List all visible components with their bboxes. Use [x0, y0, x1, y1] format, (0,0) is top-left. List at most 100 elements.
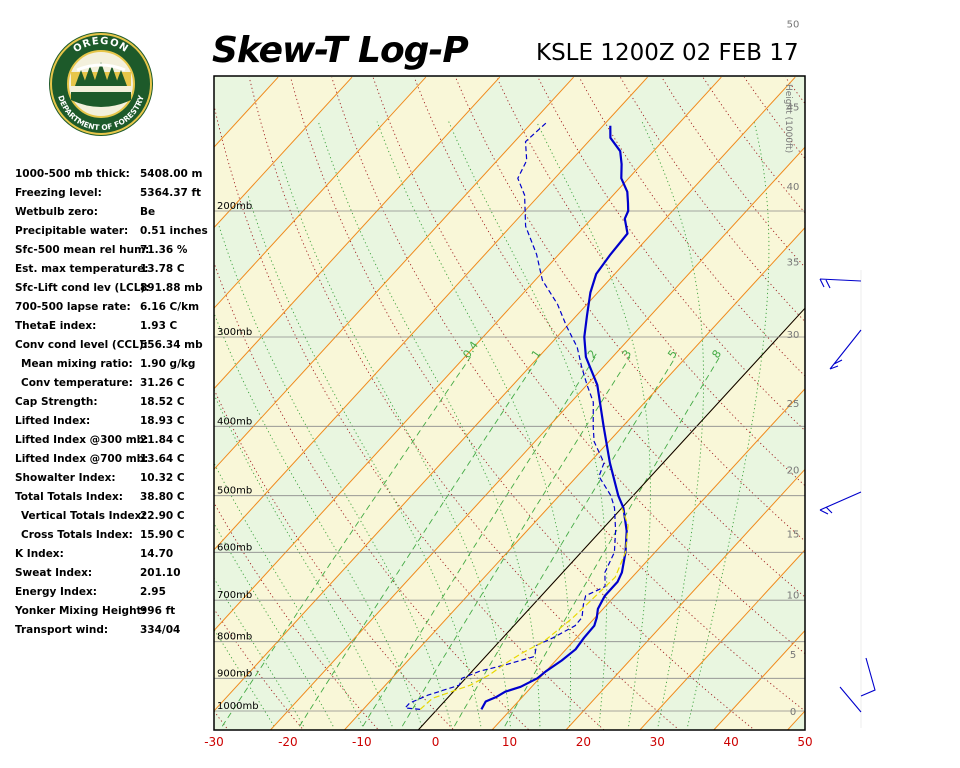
index-label: Est. max temperature:	[15, 263, 149, 275]
height-tick-label: 30	[787, 330, 800, 341]
isotherm	[0, 77, 204, 740]
index-label: Precipitable water:	[15, 225, 129, 237]
index-value: 14.70	[140, 548, 174, 560]
index-value: 996 ft	[140, 605, 176, 617]
isotherm	[214, 76, 501, 390]
pressure-label: 600mb	[217, 542, 252, 553]
dry-adiabat	[0, 77, 161, 740]
pressure-label: 900mb	[217, 668, 252, 679]
isotherm-band	[0, 77, 204, 740]
x-tick-label: -20	[278, 735, 298, 749]
index-label: Vertical Totals Index:	[21, 510, 146, 522]
x-tick-label: -30	[204, 735, 224, 749]
wind-barb	[829, 329, 862, 370]
index-label: Total Totals Index:	[15, 491, 123, 503]
height-tick-label: 20	[787, 466, 800, 477]
chart-gridlines	[0, 76, 960, 740]
mixing-ratio-line	[504, 356, 720, 727]
height-tick-label: 50	[787, 19, 800, 30]
series-temperature-line	[480, 125, 630, 710]
dry-adiabat	[290, 77, 756, 730]
pressure-label: 200mb	[217, 201, 252, 212]
oregon-department-of-forestry-logo: OREGON DEPARTMENT OF FORESTRY	[49, 32, 153, 136]
index-label: Showalter Index:	[15, 472, 116, 484]
index-value: 2.95	[140, 586, 166, 598]
pressure-label: 500mb	[217, 486, 252, 497]
pressure-label: 400mb	[217, 416, 252, 427]
height-tick-label: 10	[787, 591, 800, 602]
index-value: 1.90 g/kg	[140, 358, 196, 370]
wind-barb	[819, 278, 862, 289]
index-value: 18.52 C	[140, 396, 185, 408]
index-label: Lifted Index:	[15, 415, 91, 427]
index-value: 38.80 C	[140, 491, 185, 503]
moist-adiabat	[214, 311, 423, 727]
moist-adiabat	[214, 628, 275, 727]
isotherm-band	[0, 77, 56, 740]
height-tick-label: 25	[787, 399, 800, 410]
isotherm	[214, 76, 353, 229]
moist-adiabat	[214, 577, 304, 727]
index-value: Be	[140, 206, 156, 218]
mixing-ratio-line	[454, 356, 676, 727]
height-tick-label: 15	[787, 529, 800, 540]
plot-frame	[213, 75, 806, 731]
isotherm	[0, 77, 130, 740]
x-tick-label: 10	[502, 735, 517, 749]
index-value: 6.16 C/km	[140, 301, 200, 313]
index-label: Cross Totals Index:	[21, 529, 133, 541]
mixing-ratio-line	[401, 356, 631, 727]
x-tick-label: 30	[650, 735, 665, 749]
index-value: 31.26 C	[140, 377, 185, 389]
wind-profile	[819, 270, 876, 728]
index-value: 13.64 C	[140, 453, 185, 465]
isotherm	[214, 76, 648, 551]
dry-adiabat	[496, 77, 805, 487]
x-tick-label: 20	[576, 735, 591, 749]
dry-adiabat	[785, 76, 805, 105]
dry-adiabat	[827, 77, 960, 740]
index-label: Energy Index:	[15, 586, 97, 598]
index-label: Mean mixing ratio:	[21, 358, 133, 370]
index-label: Sweat Index:	[15, 567, 93, 579]
dry-adiabat	[331, 77, 805, 712]
mixing-ratio-line	[299, 356, 540, 727]
isotherm	[491, 387, 805, 730]
index-value: 15.90 C	[140, 529, 185, 541]
moist-adiabat	[218, 226, 452, 727]
moist-adiabat	[214, 393, 393, 727]
index-value: 22.90 C	[140, 510, 185, 522]
pressure-label: 1000mb	[217, 701, 259, 712]
index-label: Freezing level:	[15, 187, 102, 199]
pressure-label: 700mb	[217, 590, 252, 601]
index-label: Transport wind:	[15, 624, 109, 636]
chart-labels: 0.4 1 2 3 5 81000mb900mb800mb700mb600mb500mb4…	[204, 19, 812, 749]
isotherm	[565, 468, 805, 730]
index-label: K Index:	[15, 548, 64, 560]
index-label: Conv cond level (CCL):	[15, 339, 148, 351]
index-label: Lifted Index @300 mb:	[15, 434, 149, 446]
index-label: Cap Strength:	[15, 396, 98, 408]
page-title: Skew-T Log-P	[212, 30, 469, 71]
dry-adiabat	[214, 710, 229, 730]
moist-adiabat	[280, 160, 511, 727]
index-value: 201.10	[140, 567, 181, 579]
pressure-label: 300mb	[217, 327, 252, 338]
index-label: Sfc-500 mean rel hum:	[15, 244, 150, 256]
index-label: Lifted Index @700 mb:	[15, 453, 149, 465]
x-tick-label: 50	[797, 735, 812, 749]
dry-adiabat	[413, 77, 805, 598]
chart-series	[404, 121, 630, 710]
dry-adiabat	[868, 77, 960, 740]
index-value: 1.93 C	[140, 320, 178, 332]
isotherm	[214, 76, 796, 712]
index-value: 21.84 C	[140, 434, 185, 446]
chart-background	[0, 76, 805, 740]
isotherm	[269, 146, 805, 730]
index-value: 334/04	[140, 624, 181, 636]
height-tick-label: 5	[790, 650, 796, 661]
height-axis-label: Height (1000ft)	[783, 84, 793, 153]
mixing-ratio-line	[221, 356, 471, 727]
index-label: Conv temperature:	[21, 377, 133, 389]
